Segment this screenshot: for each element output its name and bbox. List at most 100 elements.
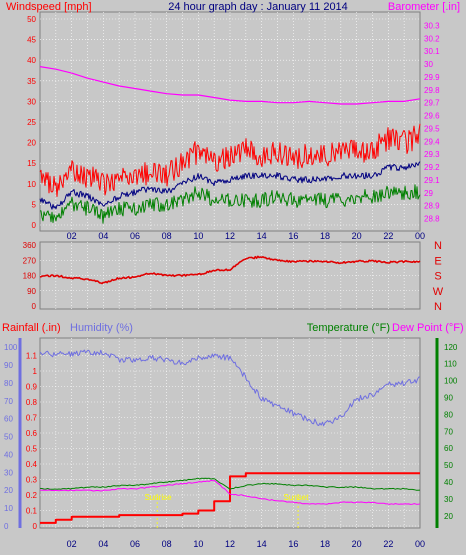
barometer-tick-label: 29.4 xyxy=(424,137,440,146)
direction-tick-label: 0 xyxy=(32,302,37,311)
rainfall-tick-label: 0.2 xyxy=(26,491,38,500)
windspeed-gust-line xyxy=(39,123,421,197)
barometer-tick-label: 29.2 xyxy=(424,163,440,172)
windspeed-low-line xyxy=(39,184,421,224)
barometer-tick-label: 29.1 xyxy=(424,176,440,185)
barometer-tick-label: 29.7 xyxy=(424,99,440,108)
bottom-time-tick-label: 16 xyxy=(288,539,298,549)
temperature-tick-label: 20 xyxy=(444,512,453,521)
windspeed-tick-label: 10 xyxy=(27,180,36,189)
rainfall-tick-label: 0 xyxy=(33,522,38,531)
windspeed-axis-title: Windspeed [mph] xyxy=(6,1,92,13)
direction-tick-label: 180 xyxy=(23,272,37,281)
barometer-tick-label: 29.8 xyxy=(424,86,440,95)
bottom-time-tick-label: 20 xyxy=(352,539,362,549)
bottom-time-tick-label: 02 xyxy=(67,539,77,549)
grid-lines xyxy=(18,12,439,528)
windspeed-tick-label: 15 xyxy=(27,159,36,168)
sunset-label: Sunset xyxy=(284,493,310,502)
humidity-tick-label: 100 xyxy=(4,343,18,352)
compass-label: N xyxy=(434,301,442,313)
bottom-time-tick-label: 22 xyxy=(383,539,393,549)
compass-label: N xyxy=(434,240,442,252)
humidity-line xyxy=(39,349,421,427)
wind-time-tick-label: 22 xyxy=(383,231,393,241)
barometer-tick-label: 28.9 xyxy=(424,202,440,211)
windspeed-tick-label: 5 xyxy=(32,200,37,209)
temperature-tick-label: 30 xyxy=(444,495,453,504)
rainfall-tick-label: 0.6 xyxy=(26,429,38,438)
dewpoint-line xyxy=(39,479,421,505)
rainfall-tick-label: 0.8 xyxy=(26,398,38,407)
humidity-tick-label: 60 xyxy=(4,415,13,424)
humidity-tick-label: 0 xyxy=(4,522,9,531)
barometer-tick-label: 29.3 xyxy=(424,150,440,159)
windspeed-tick-label: 45 xyxy=(27,36,36,45)
barometer-tick-label: 29.6 xyxy=(424,112,440,121)
temperature-tick-label: 90 xyxy=(444,393,453,402)
chart-title: 24 hour graph day : January 11 2014 xyxy=(168,1,348,13)
humidity-axis-title: Humidity (%) xyxy=(70,322,133,334)
series-layer xyxy=(39,66,421,528)
wind-time-tick-label: 04 xyxy=(98,231,108,241)
windspeed-tick-label: 40 xyxy=(27,56,36,65)
compass-label: E xyxy=(434,255,441,267)
humidity-tick-label: 40 xyxy=(4,450,13,459)
temperature-tick-label: 50 xyxy=(444,461,453,470)
rainfall-tick-label: 1 xyxy=(33,367,38,376)
temperature-axis-title: Temperature (°F) xyxy=(307,322,390,334)
temperature-tick-label: 40 xyxy=(444,478,453,487)
barometer-tick-label: 28.8 xyxy=(424,215,440,224)
humidity-tick-label: 80 xyxy=(4,379,13,388)
barometer-tick-label: 30.1 xyxy=(424,47,440,56)
humidity-tick-label: 90 xyxy=(4,361,13,370)
barometer-tick-label: 30.2 xyxy=(424,34,440,43)
temperature-tick-label: 60 xyxy=(444,444,453,453)
dewpoint-axis-title: Dew Point (°F) xyxy=(392,322,464,334)
barometer-tick-label: 29.5 xyxy=(424,124,440,133)
wind-time-tick-label: 14 xyxy=(257,231,267,241)
temperature-tick-label: 110 xyxy=(444,360,457,369)
rainfall-tick-label: 0.5 xyxy=(26,445,38,454)
barometer-axis-title: Barometer [.in] xyxy=(388,1,460,13)
rainfall-tick-label: 0.3 xyxy=(26,476,38,485)
windspeed-tick-label: 35 xyxy=(27,77,36,86)
wind-time-tick-label: 12 xyxy=(225,231,235,241)
wind-time-tick-label: 02 xyxy=(67,231,77,241)
wind-time-tick-label: 18 xyxy=(320,231,330,241)
wind-time-tick-label: 10 xyxy=(193,231,203,241)
humidity-tick-label: 10 xyxy=(4,504,13,513)
direction-tick-label: 360 xyxy=(23,241,37,250)
humidity-tick-label: 30 xyxy=(4,468,13,477)
temperature-tick-label: 100 xyxy=(444,377,458,386)
axis-labels: 0510152025303540455028.828.92929.129.229… xyxy=(4,15,458,549)
barometer-tick-label: 30.3 xyxy=(424,21,440,30)
temperature-tick-label: 70 xyxy=(444,427,453,436)
windspeed-tick-label: 50 xyxy=(27,15,36,24)
bottom-time-tick-label: 14 xyxy=(257,539,267,549)
barometer-tick-label: 30 xyxy=(424,60,433,69)
bottom-time-tick-label: 12 xyxy=(225,539,235,549)
wind-time-tick-label: 20 xyxy=(352,231,362,241)
humidity-tick-label: 50 xyxy=(4,433,13,442)
wind-time-tick-label: 16 xyxy=(288,231,298,241)
barometer-line xyxy=(39,66,421,105)
windspeed-tick-label: 25 xyxy=(27,118,36,127)
compass-label: W xyxy=(433,286,444,298)
bottom-time-tick-label: 00 xyxy=(415,539,425,549)
wind-time-tick-label: 06 xyxy=(130,231,140,241)
rainfall-tick-label: 0.9 xyxy=(26,383,38,392)
windspeed-tick-label: 0 xyxy=(32,221,37,230)
bottom-time-tick-label: 08 xyxy=(162,539,172,549)
rainfall-line xyxy=(40,472,420,524)
windspeed-average-line xyxy=(39,161,421,210)
bottom-time-tick-label: 18 xyxy=(320,539,330,549)
rainfall-tick-label: 0.1 xyxy=(26,507,38,516)
direction-tick-label: 270 xyxy=(23,256,37,265)
temperature-tick-label: 120 xyxy=(444,343,458,352)
barometer-tick-label: 29.9 xyxy=(424,73,440,82)
windspeed-tick-label: 20 xyxy=(27,139,36,148)
rainfall-tick-label: 1.1 xyxy=(26,352,38,361)
